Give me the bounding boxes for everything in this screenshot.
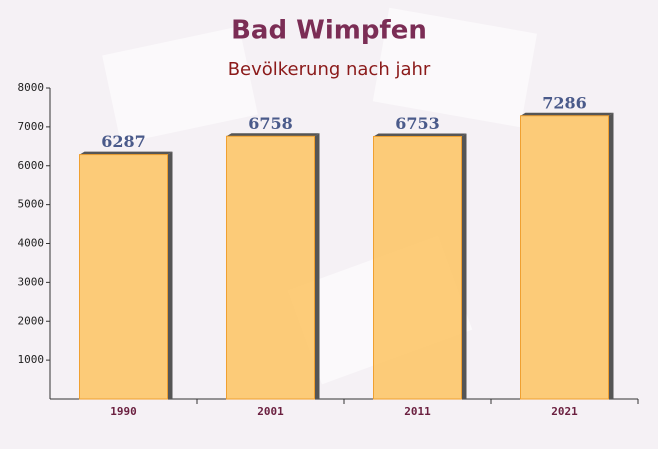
decoration xyxy=(372,7,538,128)
bar-shadow xyxy=(314,133,320,399)
x-tick-label: 2001 xyxy=(257,405,284,418)
x-tick-label: 2021 xyxy=(551,405,578,418)
bar-shadow xyxy=(167,151,173,399)
bar xyxy=(520,115,609,400)
bar-top xyxy=(520,112,614,116)
y-tick-label: 8000 xyxy=(18,81,45,94)
bar-top xyxy=(79,151,173,155)
bar-shadow xyxy=(461,133,467,400)
y-tick-label: 7000 xyxy=(18,120,45,133)
data-label: 6758 xyxy=(248,114,293,133)
x-tick-label: 2011 xyxy=(404,405,431,418)
y-tick-label: 6000 xyxy=(18,159,45,172)
chart-subtitle: Bevölkerung nach jahr xyxy=(228,59,431,80)
x-tick-label: 1990 xyxy=(110,405,137,418)
data-label: 6287 xyxy=(101,132,146,151)
bar xyxy=(226,135,315,400)
bar-top xyxy=(373,133,467,137)
chart-title: Bad Wimpfen xyxy=(231,16,427,46)
y-tick-label: 4000 xyxy=(18,237,45,250)
bar xyxy=(373,135,462,400)
decoration xyxy=(102,26,258,144)
bar-top xyxy=(226,133,320,137)
y-tick-label: 2000 xyxy=(18,314,45,327)
data-label: 6753 xyxy=(395,114,440,133)
y-tick-label: 3000 xyxy=(18,275,45,288)
y-tick-label: 1000 xyxy=(18,353,45,366)
bar-shadow xyxy=(608,112,614,400)
bar xyxy=(79,154,168,400)
y-tick-label: 5000 xyxy=(18,198,45,211)
data-label: 7286 xyxy=(542,93,587,112)
